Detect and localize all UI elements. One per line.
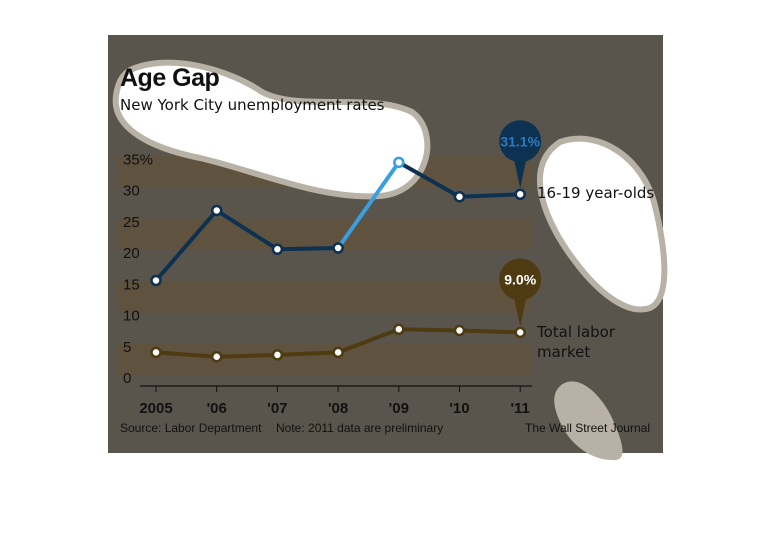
x-tick-label: '10 bbox=[449, 400, 469, 417]
series-line-segment bbox=[275, 246, 341, 252]
y-axis: 35% 30 25 20 15 10 5 0 bbox=[123, 151, 153, 387]
annotation-blob bbox=[537, 135, 668, 313]
x-tick-label: '11 bbox=[510, 400, 529, 417]
data-point bbox=[393, 323, 405, 335]
annotation-blob bbox=[112, 59, 431, 200]
callout-bubble bbox=[499, 258, 542, 301]
grid-band bbox=[118, 343, 532, 375]
series-label-total-line1: Total labor bbox=[536, 323, 616, 341]
chart-subtitle: New York City unemployment rates bbox=[120, 96, 385, 114]
series-line-segment bbox=[275, 350, 341, 357]
source-note: Source: Labor Department bbox=[120, 421, 262, 435]
data-point bbox=[514, 326, 526, 339]
x-axis: 2005 '06 '07 '08 '09 '10 '11 bbox=[139, 386, 530, 417]
x-tick-label: '08 bbox=[328, 400, 348, 417]
y-tick-label: 35% bbox=[123, 151, 153, 168]
y-tick-label: 20 bbox=[123, 245, 140, 262]
data-point bbox=[271, 349, 284, 361]
data-point bbox=[393, 156, 405, 169]
y-tick-label: 5 bbox=[123, 339, 131, 356]
y-tick-label: 10 bbox=[123, 308, 140, 325]
callout-value: 31.1% bbox=[500, 133, 540, 149]
data-point bbox=[150, 274, 162, 287]
callout-value: 9.0% bbox=[504, 271, 536, 287]
chart-title: Age Gap bbox=[120, 64, 220, 92]
data-point bbox=[210, 351, 223, 363]
data-point bbox=[210, 204, 223, 217]
y-tick-label: 0 bbox=[123, 370, 131, 387]
series-line-segment bbox=[457, 192, 523, 199]
y-tick-label: 25 bbox=[123, 214, 140, 231]
y-tick-label: 30 bbox=[123, 183, 140, 200]
x-tick-label: 2005 bbox=[139, 400, 172, 417]
data-point bbox=[332, 346, 344, 359]
data-point bbox=[150, 346, 162, 359]
grid-band bbox=[118, 281, 532, 313]
series-line-segment bbox=[396, 160, 462, 199]
series-line-segment bbox=[396, 327, 462, 333]
x-tick-label: '07 bbox=[267, 400, 287, 417]
series-line-segment bbox=[214, 208, 280, 252]
series-line-segment bbox=[214, 352, 280, 359]
data-point bbox=[453, 191, 466, 203]
data-note: Note: 2011 data are preliminary bbox=[276, 421, 443, 435]
series-line-segment bbox=[336, 160, 401, 250]
x-tick-label: '06 bbox=[207, 400, 227, 417]
callout-bubble bbox=[499, 120, 542, 163]
data-point bbox=[453, 324, 466, 337]
y-tick-label: 15 bbox=[123, 276, 140, 293]
series-line-segment bbox=[457, 328, 523, 335]
callout-pointer bbox=[513, 293, 528, 327]
callout-pointer bbox=[513, 155, 528, 189]
annotation-blob bbox=[554, 381, 623, 461]
series-label-total-line2: market bbox=[537, 343, 590, 361]
data-point bbox=[514, 188, 526, 200]
series-line-segment bbox=[154, 350, 219, 359]
series-layer bbox=[150, 156, 526, 363]
x-tick-label: '09 bbox=[389, 400, 409, 417]
credit: The Wall Street Journal bbox=[525, 421, 650, 435]
callouts: 31.1% 9.0% bbox=[499, 120, 542, 327]
grid-band bbox=[118, 218, 532, 250]
series-line-segment bbox=[336, 327, 401, 355]
series-line-segment bbox=[154, 208, 219, 283]
data-point bbox=[332, 242, 344, 254]
data-point bbox=[271, 243, 284, 255]
series-label-teens: 16-19 year-olds bbox=[537, 184, 654, 202]
